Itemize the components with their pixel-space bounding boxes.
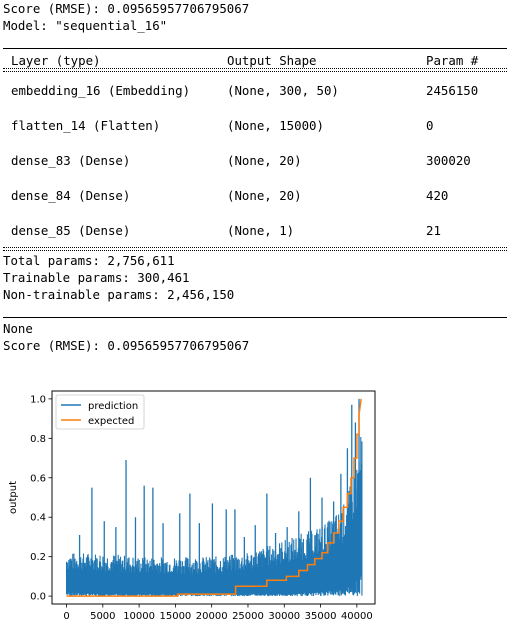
score-line: Score (RMSE): 0.09565957706795067: [3, 1, 250, 16]
x-tick-label: 0: [63, 611, 69, 622]
legend-expected-label: expected: [88, 416, 134, 427]
layer-row: dense_83 (Dense) (None, 20) 300020: [3, 143, 507, 178]
y-tick-label: 0.4: [30, 513, 46, 524]
y-axis-label: output: [8, 481, 19, 514]
footer-double-rule: [3, 246, 507, 252]
x-tick-label: 30000: [268, 611, 300, 622]
layer-name: embedding_16 (Embedding): [11, 83, 191, 98]
prediction-series: [65, 398, 363, 597]
layer-param-count: 300020: [426, 153, 471, 168]
layer-output-shape: (None, 20): [227, 153, 302, 168]
layer-table: embedding_16 (Embedding) (None, 300, 50) 2…: [3, 73, 507, 248]
layer-output-shape: (None, 300, 50): [227, 83, 339, 98]
layer-param-count: 0: [426, 118, 434, 133]
y-tick-label: 0.8: [30, 434, 46, 445]
header-double-rule: [3, 67, 507, 73]
layer-row: embedding_16 (Embedding) (None, 300, 50) 2…: [3, 73, 507, 108]
table-header-row: Layer (type) Output Shape Param #: [3, 51, 507, 77]
prediction-plot: 0 5000 10000 15000 20000 25000 30000 35000 40000…: [0, 383, 507, 628]
x-tick-label: 15000: [159, 611, 191, 622]
layer-output-shape: (None, 15000): [227, 118, 324, 133]
trainable-params: Trainable params: 300,461: [3, 270, 190, 285]
x-tick-label: 40000: [341, 611, 373, 622]
layer-name: dense_83 (Dense): [11, 153, 131, 168]
none-line: None: [3, 321, 33, 336]
notebook-output: Score (RMSE): 0.09565957706795067 Model:…: [3, 0, 507, 354]
model-name-line: Model: "sequential_16": [3, 18, 168, 33]
layer-param-count: 420: [426, 188, 449, 203]
table-top-rule: [3, 34, 507, 51]
total-params: Total params: 2,756,611: [3, 253, 175, 268]
header-layer: Layer (type): [11, 53, 101, 68]
x-tick-label: 20000: [196, 611, 228, 622]
x-tick-label: 5000: [90, 611, 115, 622]
expected-line: [66, 398, 362, 597]
layer-output-shape: (None, 1): [227, 223, 295, 238]
header-param-count: Param #: [426, 53, 479, 68]
y-tick-label: 0.6: [30, 473, 46, 484]
layer-output-shape: (None, 20): [227, 188, 302, 203]
layer-row: flatten_14 (Flatten) (None, 15000) 0: [3, 108, 507, 143]
layer-name: dense_85 (Dense): [11, 223, 131, 238]
x-tick-label: 35000: [305, 611, 337, 622]
score-line-repeat: Score (RMSE): 0.09565957706795067: [3, 338, 250, 353]
non-trainable-params: Non-trainable params: 2,456,150: [3, 287, 235, 302]
layer-row: dense_85 (Dense) (None, 1) 21: [3, 213, 507, 248]
layer-name: dense_84 (Dense): [11, 188, 131, 203]
legend-prediction-label: prediction: [88, 401, 138, 412]
layer-name: flatten_14 (Flatten): [11, 118, 161, 133]
y-tick-label: 0.2: [30, 552, 46, 563]
x-tick-label: 25000: [232, 611, 264, 622]
plot-svg: 0 5000 10000 15000 20000 25000 30000 35000 40000…: [8, 390, 376, 622]
header-output-shape: Output Shape: [227, 53, 317, 68]
table-bottom-rule: [3, 303, 507, 320]
layer-param-count: 21: [426, 223, 441, 238]
layer-param-count: 2456150: [426, 83, 479, 98]
x-tick-label: 10000: [123, 611, 155, 622]
y-tick-label: 0.0: [30, 592, 46, 603]
plot-border: [51, 390, 376, 605]
layer-row: dense_84 (Dense) (None, 20) 420: [3, 178, 507, 213]
y-tick-label: 1.0: [30, 394, 46, 405]
